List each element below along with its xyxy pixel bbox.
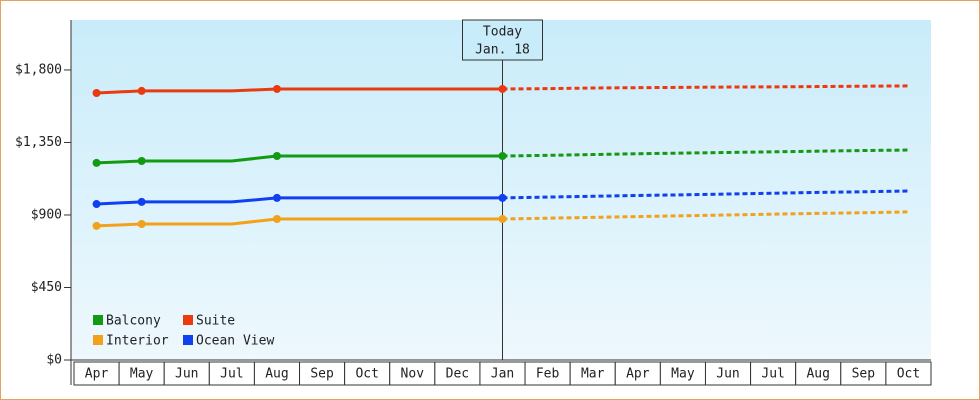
y-tick-label: $1,800 xyxy=(15,62,62,77)
legend-swatch xyxy=(93,315,103,325)
legend-swatch xyxy=(93,335,103,345)
today-box xyxy=(462,19,543,61)
price-point xyxy=(498,215,507,224)
legend-label: Suite xyxy=(196,314,235,329)
y-tick-label: $450 xyxy=(31,280,62,295)
price-point xyxy=(137,156,146,165)
price-point xyxy=(498,193,507,202)
price-line xyxy=(96,196,503,206)
legend-swatch xyxy=(183,315,193,325)
x-tick-label: Oct xyxy=(355,367,378,382)
legend-swatch xyxy=(183,335,193,345)
legend-label: Ocean View xyxy=(196,334,274,349)
plot-area xyxy=(71,20,931,360)
x-tick-label: Feb xyxy=(536,367,560,382)
price-point xyxy=(137,197,146,206)
price-point xyxy=(137,86,146,95)
forecast-line xyxy=(502,84,909,91)
x-tick-label: Nov xyxy=(401,367,425,382)
forecast-line xyxy=(502,210,909,221)
x-tick-label: Apr xyxy=(626,367,650,382)
price-point xyxy=(92,88,101,97)
x-tick-label: Jun xyxy=(175,367,198,382)
price-point xyxy=(92,200,101,209)
y-tick-label: $0 xyxy=(46,353,62,368)
x-tick-label: May xyxy=(671,367,695,382)
x-tick-cell xyxy=(885,361,932,386)
price-line xyxy=(96,154,503,165)
x-tick-label: Aug xyxy=(265,367,288,382)
price-point xyxy=(498,152,507,160)
x-tick-label: Sep xyxy=(852,367,876,382)
x-tick-label: May xyxy=(130,367,154,382)
forecast-line xyxy=(502,148,909,158)
price-point xyxy=(92,221,101,230)
y-tick-label: $1,350 xyxy=(15,135,62,150)
y-tick-label: $900 xyxy=(31,207,62,222)
price-point xyxy=(272,193,281,202)
legend-label: Balcony xyxy=(106,314,161,329)
x-tick-label: Aug xyxy=(806,367,829,382)
price-point xyxy=(272,215,281,224)
x-tick-label: Jul xyxy=(761,367,784,382)
x-tick-label: Apr xyxy=(85,367,109,382)
x-tick-label: Mar xyxy=(581,367,605,382)
x-tick-label: Dec xyxy=(446,367,469,382)
price-point xyxy=(92,158,101,167)
forecast-line xyxy=(502,189,909,200)
price-point xyxy=(137,220,146,228)
price-point xyxy=(272,84,281,93)
x-tick-label: Jul xyxy=(220,367,243,382)
today-label: Today xyxy=(483,25,522,40)
price-line xyxy=(96,217,503,228)
legend-label: Interior xyxy=(106,334,169,349)
price-line xyxy=(96,87,503,95)
x-tick-label: Sep xyxy=(310,367,334,382)
price-point xyxy=(272,152,281,160)
price-point xyxy=(498,84,507,93)
x-tick-label: Jan xyxy=(491,367,514,382)
x-tick-label: Oct xyxy=(897,367,920,382)
today-label: Jan. 18 xyxy=(475,43,530,58)
x-tick-label: Jun xyxy=(716,367,739,382)
